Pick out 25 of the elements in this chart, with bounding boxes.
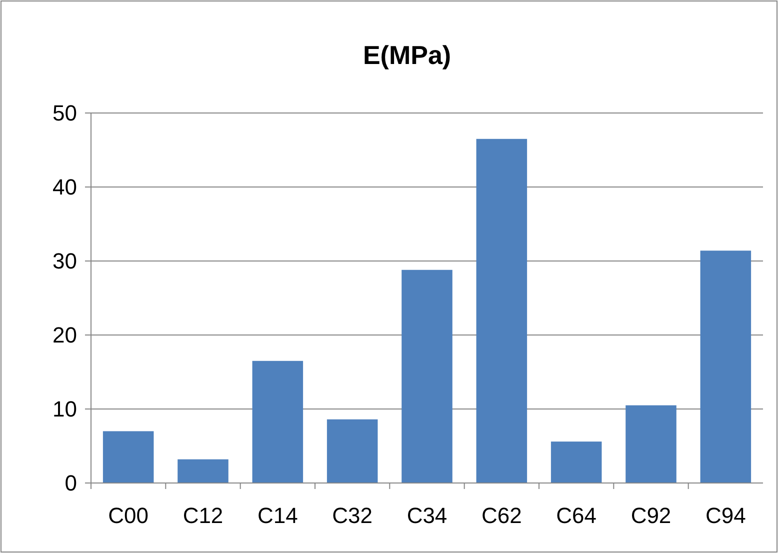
y-tick-label: 0 [64,470,77,496]
x-tick-label: C34 [406,503,448,528]
y-tick-label: 30 [52,248,77,274]
x-tick-label: C12 [182,503,224,528]
bar [626,405,676,483]
bar [178,459,228,483]
bar [550,442,602,483]
y-tick-label: 20 [52,322,77,348]
bar [102,431,154,483]
bar [402,270,452,483]
bar [326,419,378,483]
x-tick-label: C62 [481,503,522,528]
y-tick-label: 50 [52,100,77,126]
y-tick-label: 10 [52,396,77,422]
x-tick-label: C32 [332,503,373,528]
bar [700,250,752,483]
x-tick-label: C92 [630,503,672,528]
x-tick-label: C94 [705,503,746,528]
x-tick-label: C64 [556,503,597,528]
chart-title: E(MPa) [362,40,452,70]
x-tick-label: C00 [108,503,149,528]
bar [476,138,528,483]
y-tick-label: 40 [52,174,77,200]
x-tick-label: C14 [257,503,298,528]
bar [252,360,304,483]
